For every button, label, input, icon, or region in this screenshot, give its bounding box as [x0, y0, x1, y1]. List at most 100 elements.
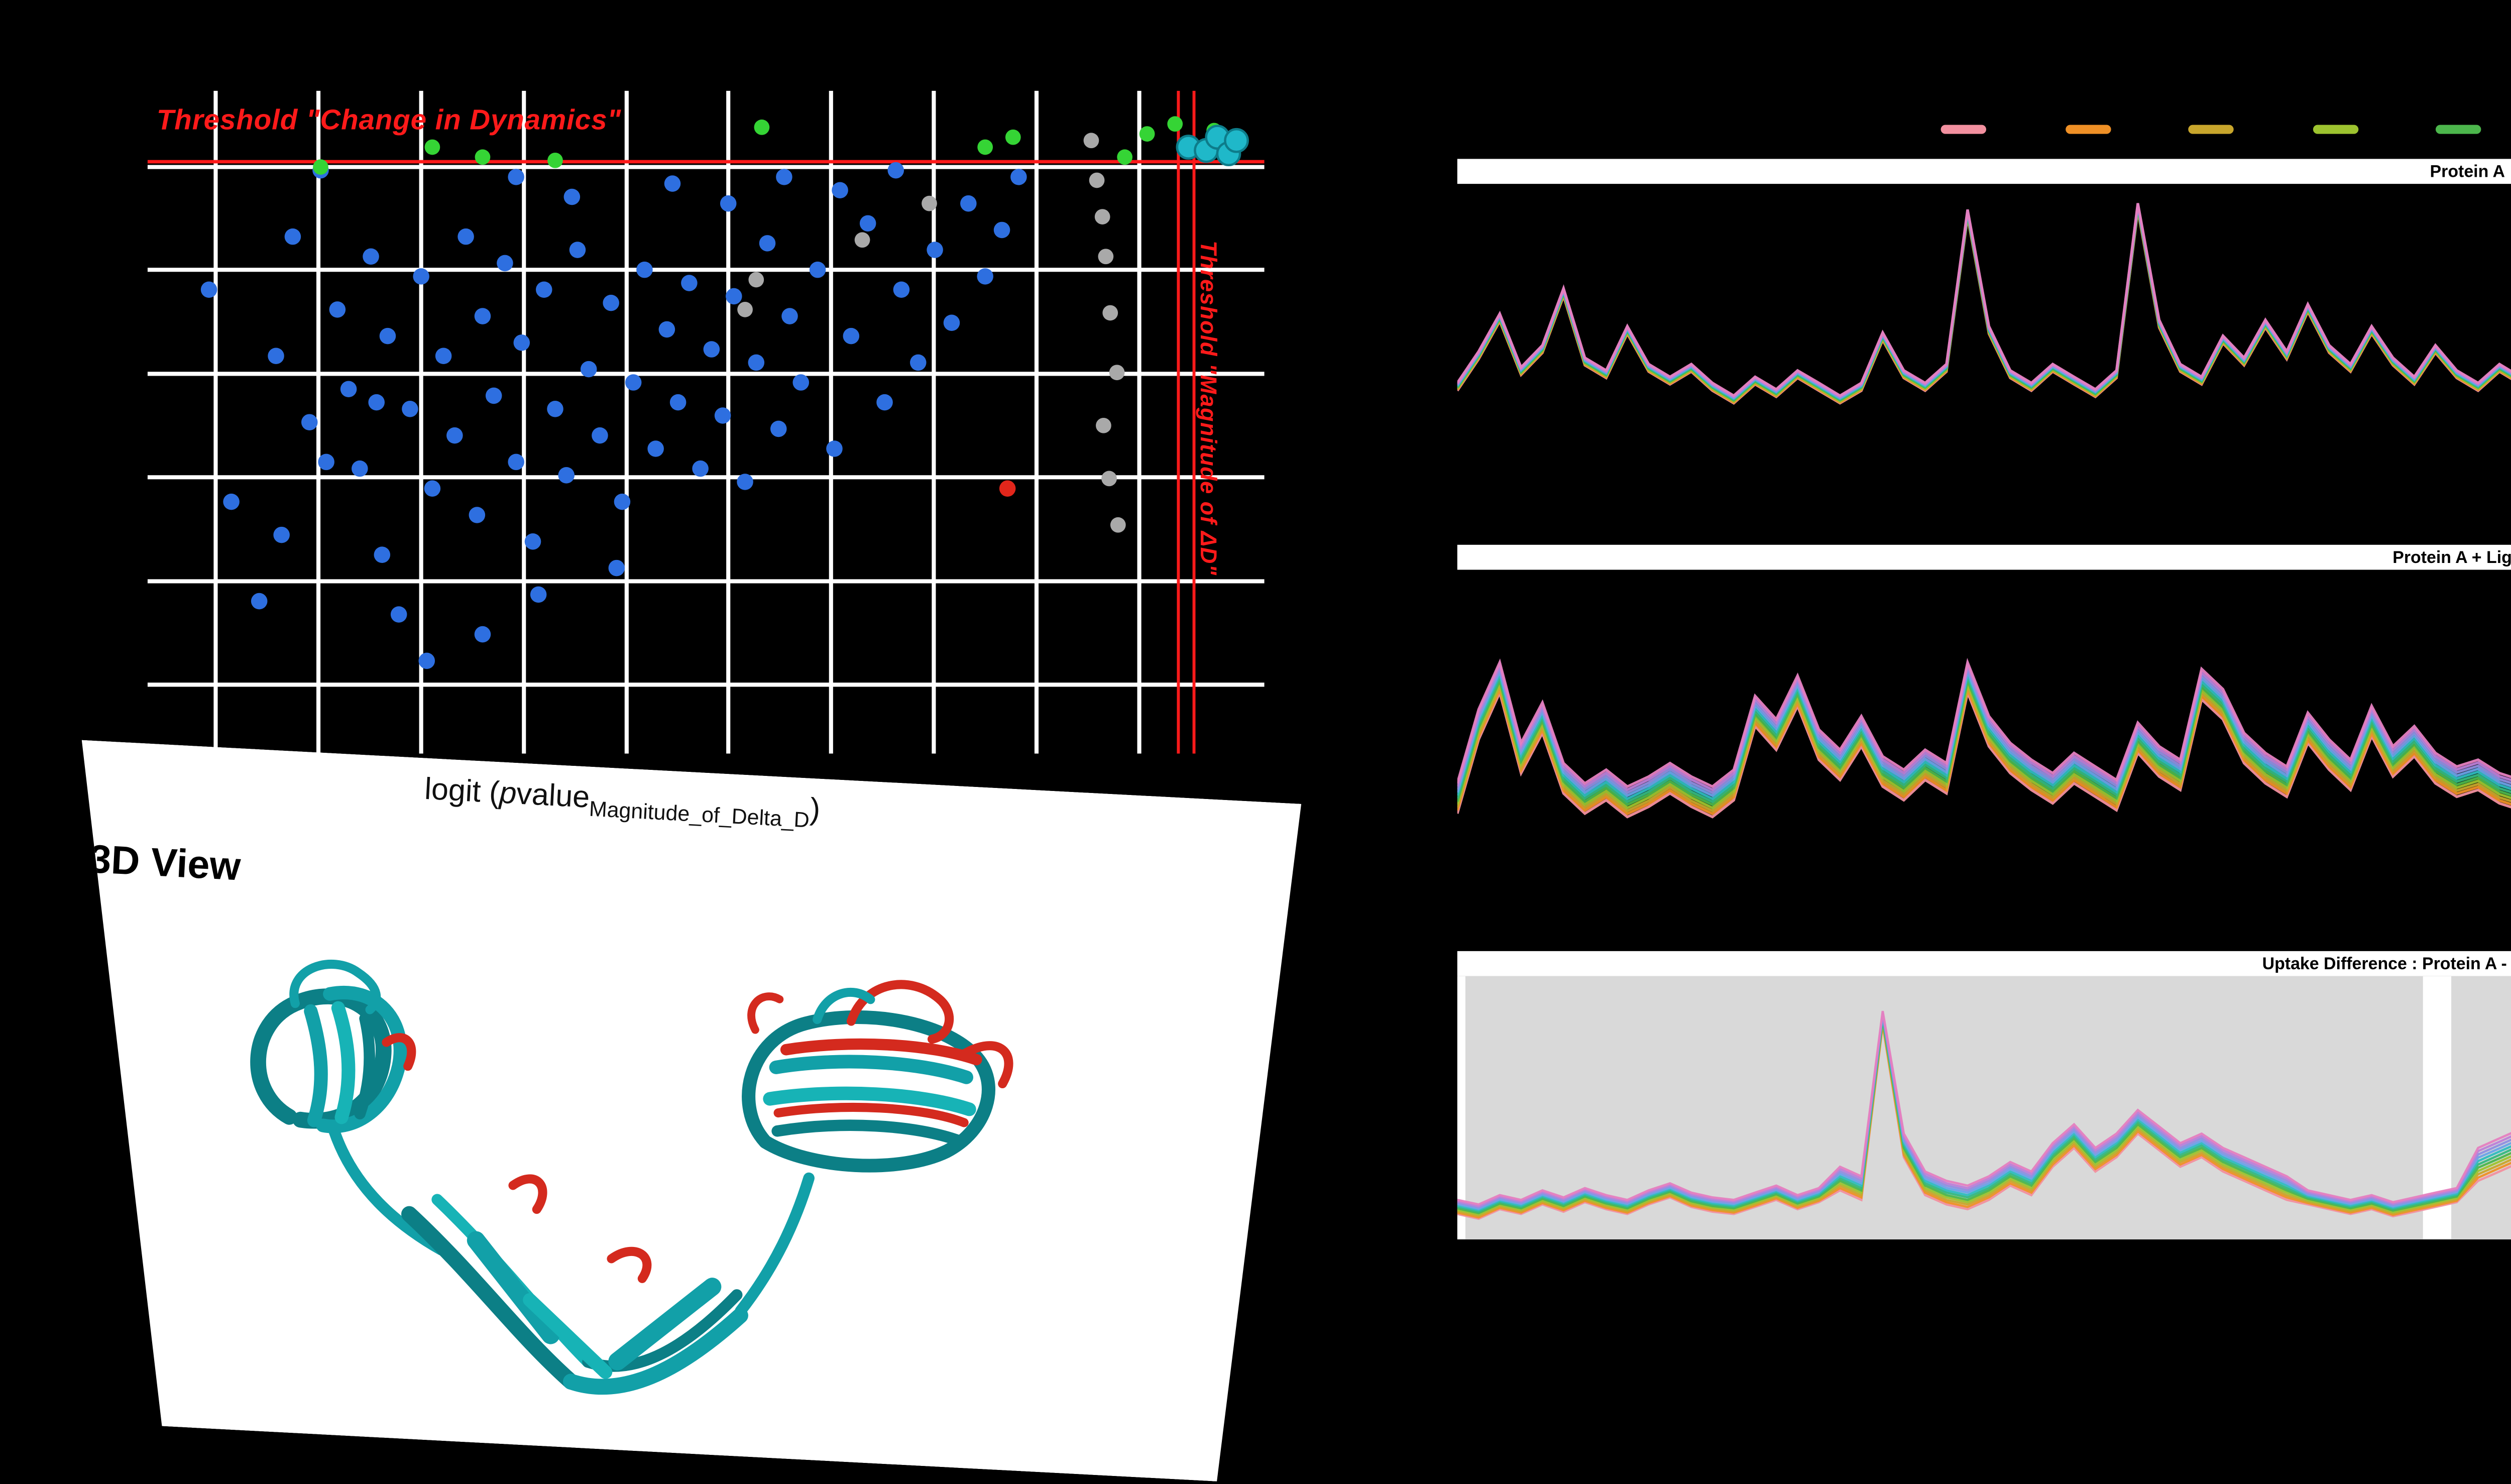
scatter-point-blue[interactable] — [993, 221, 1010, 239]
scatter-point-blue[interactable] — [418, 652, 435, 669]
scatter-point-blue[interactable] — [614, 493, 631, 510]
scatter-point-green[interactable] — [1005, 129, 1021, 145]
scatter-point-green[interactable] — [1117, 149, 1133, 165]
scatter-point-gray[interactable] — [1110, 517, 1126, 533]
scatter-point-blue[interactable] — [530, 586, 547, 603]
scatter-point-gray[interactable] — [1102, 305, 1118, 321]
scatter-point-blue[interactable] — [636, 261, 653, 278]
scatter-point-blue[interactable] — [603, 294, 619, 311]
scatter-point-gray[interactable] — [1083, 133, 1099, 149]
scatter-point-blue[interactable] — [301, 414, 318, 430]
scatter-point-blue[interactable] — [658, 321, 675, 338]
scatter-point-blue[interactable] — [223, 493, 240, 510]
scatter-point-red[interactable] — [999, 480, 1016, 497]
scatter-point-blue[interactable] — [413, 268, 429, 285]
scatter-point-blue[interactable] — [368, 394, 385, 411]
scatter-point-blue[interactable] — [446, 427, 463, 444]
protein-a-chart-svg[interactable] — [1456, 184, 2511, 527]
scatter-point-blue[interactable] — [485, 387, 502, 404]
scatter-point-blue[interactable] — [524, 533, 541, 550]
scatter-point-blue[interactable] — [363, 248, 379, 265]
scatter-point-blue[interactable] — [497, 255, 513, 272]
scatter-point-blue[interactable] — [792, 374, 810, 391]
scatter-point-blue[interactable] — [474, 308, 491, 324]
scatter-point-blue[interactable] — [737, 474, 753, 490]
scatter-point-gray[interactable] — [737, 301, 753, 317]
scatter-point-blue[interactable] — [776, 169, 792, 185]
scatter-point-gray[interactable] — [1094, 209, 1110, 224]
scatter-point-blue[interactable] — [893, 281, 910, 298]
scatter-point-teal[interactable] — [1224, 128, 1249, 153]
scatter-point-blue[interactable] — [826, 440, 843, 457]
legend-swatch[interactable] — [1941, 125, 1986, 133]
scatter-point-blue[interactable] — [703, 341, 720, 358]
scatter-point-blue[interactable] — [580, 361, 597, 378]
scatter-point-blue[interactable] — [809, 261, 826, 278]
scatter-point-blue[interactable] — [435, 348, 452, 365]
scatter-point-blue[interactable] — [592, 427, 608, 444]
scatter-point-blue[interactable] — [726, 288, 742, 305]
scatter-point-blue[interactable] — [352, 460, 368, 477]
scatter-point-green[interactable] — [754, 120, 770, 135]
scatter-point-blue[interactable] — [458, 228, 474, 245]
scatter-point-blue[interactable] — [535, 281, 552, 298]
scatter-point-blue[interactable] — [318, 453, 334, 471]
scatter-point-blue[interactable] — [748, 354, 765, 371]
scatter-point-green[interactable] — [313, 159, 328, 175]
scatter-point-blue[interactable] — [474, 626, 491, 643]
scatter-point-blue[interactable] — [664, 175, 681, 192]
protein-a-ligand-chart-svg[interactable] — [1456, 570, 2511, 933]
scatter-point-blue[interactable] — [273, 526, 290, 543]
scatter-point-blue[interactable] — [681, 275, 698, 291]
scatter-point-blue[interactable] — [469, 507, 486, 523]
scatter-point-blue[interactable] — [508, 453, 524, 471]
scatter-point-gray[interactable] — [1109, 365, 1125, 381]
scatter-point-blue[interactable] — [859, 215, 876, 232]
scatter-point-blue[interactable] — [569, 242, 586, 258]
legend-swatch[interactable] — [2064, 125, 2110, 133]
scatter-point-blue[interactable] — [832, 182, 848, 199]
protein-a-chart[interactable] — [1456, 184, 2511, 527]
scatter-point-blue[interactable] — [268, 348, 284, 365]
scatter-point-blue[interactable] — [329, 301, 346, 318]
scatter-point-blue[interactable] — [558, 467, 575, 484]
scatter-point-blue[interactable] — [513, 334, 530, 351]
scatter-point-green[interactable] — [547, 153, 563, 168]
scatter-point-blue[interactable] — [608, 559, 625, 577]
scatter-point-gray[interactable] — [854, 232, 870, 248]
scatter-point-blue[interactable] — [379, 327, 396, 345]
scatter-point-green[interactable] — [475, 149, 491, 165]
scatter-point-blue[interactable] — [1010, 169, 1027, 185]
uptake-difference-chart-svg[interactable] — [1457, 976, 2511, 1239]
volcano-plot-svg[interactable] — [147, 90, 1265, 754]
scatter-point-green[interactable] — [1167, 116, 1183, 132]
scatter-point-blue[interactable] — [759, 235, 776, 252]
scatter-point-blue[interactable] — [669, 394, 687, 411]
scatter-point-gray[interactable] — [1089, 172, 1105, 188]
scatter-point-blue[interactable] — [284, 228, 301, 245]
scatter-point-blue[interactable] — [625, 374, 642, 391]
volcano-plot[interactable]: Threshold "Change in Dynamics" Threshold… — [147, 90, 1265, 783]
legend-swatch[interactable] — [2188, 125, 2234, 133]
scatter-point-blue[interactable] — [927, 242, 943, 258]
scatter-point-blue[interactable] — [887, 162, 904, 179]
scatter-point-blue[interactable] — [390, 606, 407, 623]
scatter-point-green[interactable] — [1139, 126, 1155, 142]
scatter-point-blue[interactable] — [770, 420, 787, 437]
legend-swatch[interactable] — [2435, 125, 2481, 133]
scatter-point-blue[interactable] — [200, 281, 217, 298]
scatter-point-blue[interactable] — [943, 314, 960, 331]
scatter-point-blue[interactable] — [909, 354, 927, 371]
scatter-point-blue[interactable] — [340, 381, 357, 397]
scatter-point-gray[interactable] — [922, 195, 937, 211]
scatter-point-blue[interactable] — [714, 407, 731, 424]
scatter-point-green[interactable] — [977, 139, 993, 155]
protein-a-ligand-chart[interactable] — [1456, 570, 2511, 933]
protein-ribbon-structure[interactable] — [149, 895, 1083, 1464]
scatter-point-green[interactable] — [424, 139, 440, 155]
scatter-point-blue[interactable] — [720, 195, 737, 212]
scatter-point-blue[interactable] — [547, 401, 563, 417]
scatter-point-blue[interactable] — [843, 327, 860, 345]
scatter-point-blue[interactable] — [251, 593, 268, 610]
scatter-point-blue[interactable] — [424, 480, 441, 497]
